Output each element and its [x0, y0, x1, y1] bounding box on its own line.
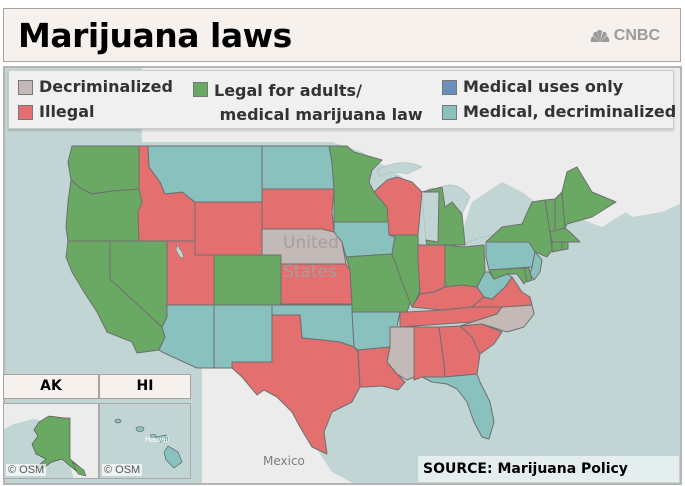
inset-map-hawaii[interactable]: Hawaii © OSM	[99, 403, 191, 479]
legend-label: Medical uses only	[463, 77, 624, 96]
medical-only-swatch	[442, 80, 457, 95]
brand-name: CNBC	[613, 27, 660, 44]
cnbc-logo: CNBC	[589, 27, 660, 45]
state-wy[interactable]	[194, 201, 263, 256]
inset-label-ak: AK	[3, 374, 99, 399]
medical-decriminalized-swatch	[442, 105, 457, 120]
inset-map-alaska[interactable]: © OSM	[3, 403, 99, 479]
state-de[interactable]	[523, 267, 533, 283]
state-fl[interactable]	[421, 373, 495, 440]
state-wv[interactable]	[476, 271, 513, 300]
state-tx[interactable]	[231, 314, 361, 455]
legend-label: Medical, decriminalized	[463, 102, 677, 121]
legend-label: Decriminalized	[39, 77, 173, 96]
mexico-label: Mexico	[263, 454, 305, 468]
title-bar: Marijuana laws CNBC	[3, 8, 681, 62]
country-label-line2: States	[283, 262, 337, 282]
state-ct[interactable]	[551, 241, 563, 253]
state-mt[interactable]	[147, 145, 263, 203]
osm-attribution[interactable]: © OSM	[102, 464, 143, 476]
state-mi[interactable]	[421, 186, 466, 246]
legal-swatch	[193, 82, 208, 97]
state-ri[interactable]	[561, 241, 569, 251]
states-layer	[65, 145, 617, 455]
state-pa[interactable]	[485, 241, 536, 271]
legend: Decriminalized Illegal Legal for adults/…	[8, 70, 676, 129]
legend-item-legal[interactable]: Legal for adults/ medical marijuana law	[193, 79, 423, 127]
peacock-icon	[590, 30, 610, 42]
state-in[interactable]	[417, 244, 446, 295]
state-nj[interactable]	[529, 251, 543, 281]
state-oh[interactable]	[444, 244, 486, 288]
state-nc[interactable]	[459, 304, 535, 333]
legend-item-illegal[interactable]: Illegal	[18, 102, 95, 122]
legend-item-medical-only[interactable]: Medical uses only	[442, 77, 623, 97]
hawaii-label: Hawaii	[145, 435, 169, 444]
illegal-swatch	[18, 105, 33, 120]
legend-item-decriminalized[interactable]: Decriminalized	[18, 77, 173, 97]
great-salt-lake	[175, 244, 185, 259]
state-nd[interactable]	[261, 145, 335, 190]
state-nm[interactable]	[213, 304, 273, 369]
country-label-line1: United	[283, 233, 339, 253]
state-me[interactable]	[561, 166, 617, 229]
legend-label: Legal for adults/ medical marijuana law	[214, 81, 423, 124]
canada-maritimes	[602, 153, 680, 217]
inset-label-hi: HI	[99, 374, 191, 399]
state-co[interactable]	[213, 254, 282, 306]
page-title: Marijuana laws	[18, 16, 292, 55]
hawaii-map: Hawaii	[114, 418, 183, 469]
state-sd[interactable]	[261, 188, 335, 233]
legend-label: Illegal	[39, 102, 95, 121]
source-caption: SOURCE: Marijuana Policy Project	[418, 456, 679, 482]
legend-item-medical-decriminalized[interactable]: Medical, decriminalized	[442, 102, 676, 122]
decriminalized-swatch	[18, 80, 33, 95]
alaska-map	[4, 404, 98, 478]
state-az[interactable]	[158, 304, 215, 369]
osm-attribution[interactable]: © OSM	[6, 464, 47, 476]
